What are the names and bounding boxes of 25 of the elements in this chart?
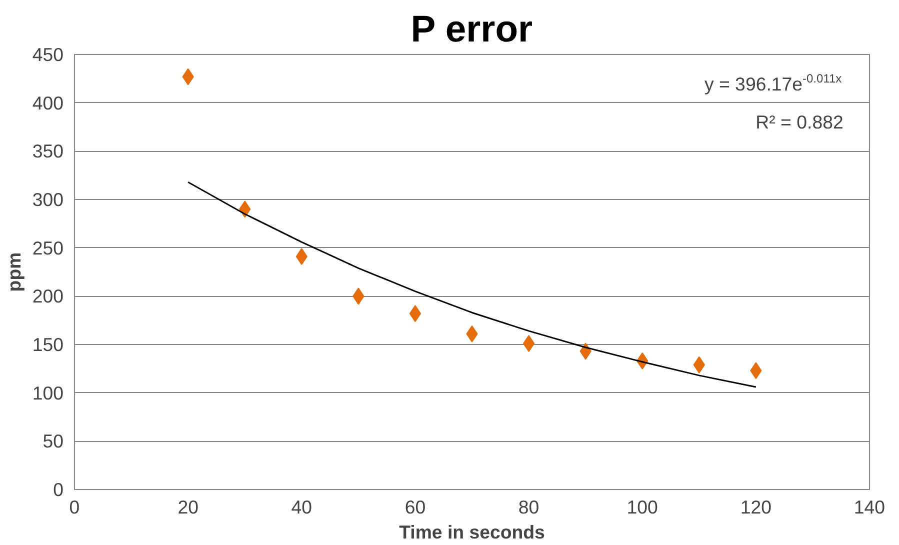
- x-tick-label: 40: [291, 496, 312, 518]
- y-axis-title: ppm: [3, 252, 24, 292]
- y-tick-label: 200: [32, 286, 64, 307]
- line-series: [187, 181, 757, 388]
- y-tick-label: 450: [32, 44, 64, 65]
- annotation: R² = 0.882: [756, 112, 844, 132]
- y-tick-label: 300: [32, 189, 64, 210]
- x-tick-label: 60: [404, 496, 426, 518]
- y-tick-label: 400: [32, 92, 64, 114]
- x-tick-label: 140: [854, 496, 886, 518]
- y-tick-label: 0: [53, 479, 64, 500]
- x-tick-label: 100: [626, 496, 658, 518]
- y-tick-label: 250: [32, 237, 64, 258]
- point: [409, 305, 422, 322]
- y-tick-label: 50: [42, 430, 64, 452]
- y-tick-label: 100: [32, 382, 64, 404]
- y-tick-label: 350: [32, 140, 64, 162]
- x-tick-label: 80: [518, 496, 540, 518]
- x-tick-label: 120: [740, 496, 772, 518]
- point: [522, 335, 535, 352]
- chart-title: P error: [410, 8, 533, 50]
- x-axis-title: Time in seconds: [399, 522, 545, 542]
- x-tick-label: 0: [69, 496, 80, 518]
- x-tick-label: 20: [178, 496, 198, 518]
- y-tick-label: 150: [32, 334, 64, 355]
